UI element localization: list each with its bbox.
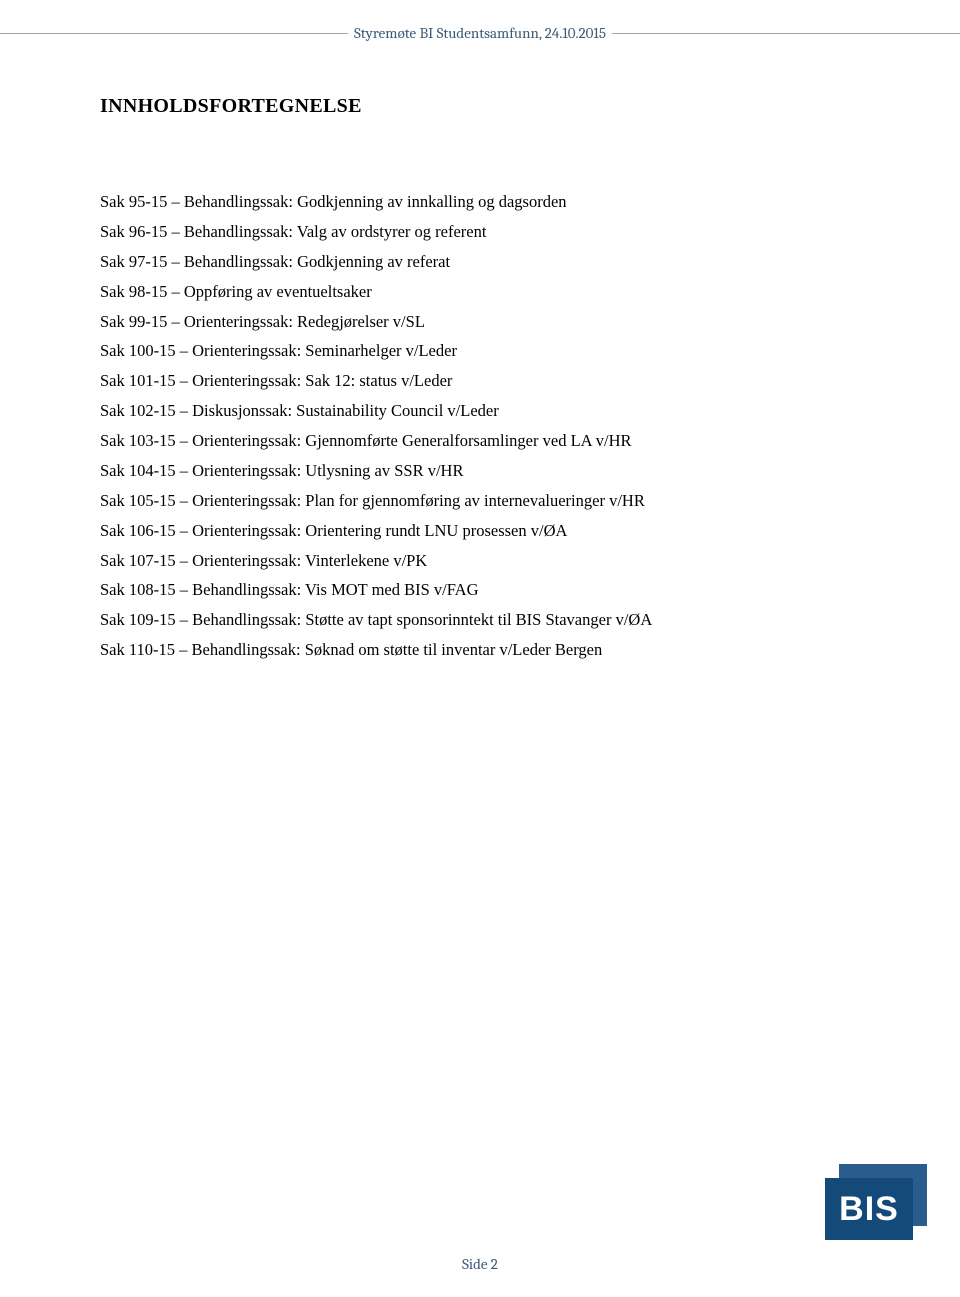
header-line-left: [0, 33, 348, 34]
logo-text: BIS: [839, 1190, 899, 1229]
toc-item: Sak 108-15 – Behandlingssak: Vis MOT med…: [100, 576, 860, 605]
toc-item: Sak 107-15 – Orienteringssak: Vinterleke…: [100, 547, 860, 576]
toc-item: Sak 101-15 – Orienteringssak: Sak 12: st…: [100, 367, 860, 396]
toc-item: Sak 104-15 – Orienteringssak: Utlysning …: [100, 457, 860, 486]
toc-item: Sak 98-15 – Oppføring av eventueltsaker: [100, 278, 860, 307]
toc-list: Sak 95-15 – Behandlingssak: Godkjenning …: [100, 188, 860, 665]
header-line-right: [612, 33, 960, 34]
toc-item: Sak 106-15 – Orienteringssak: Orienterin…: [100, 517, 860, 546]
toc-item: Sak 96-15 – Behandlingssak: Valg av ords…: [100, 218, 860, 247]
page-footer: Side 2: [0, 1255, 960, 1273]
toc-item: Sak 99-15 – Orienteringssak: Redegjørels…: [100, 308, 860, 337]
document-content: INNHOLDSFORTEGNELSE Sak 95-15 – Behandli…: [100, 95, 860, 666]
page-title: INNHOLDSFORTEGNELSE: [100, 95, 860, 118]
toc-item: Sak 95-15 – Behandlingssak: Godkjenning …: [100, 188, 860, 217]
toc-item: Sak 103-15 – Orienteringssak: Gjennomfør…: [100, 427, 860, 456]
page-header: Styremøte BI Studentsamfunn, 24.10.2015: [0, 24, 960, 42]
toc-item: Sak 110-15 – Behandlingssak: Søknad om s…: [100, 636, 860, 665]
header-text: Styremøte BI Studentsamfunn, 24.10.2015: [348, 24, 612, 42]
bis-logo: BIS: [825, 1164, 930, 1242]
toc-item: Sak 105-15 – Orienteringssak: Plan for g…: [100, 487, 860, 516]
toc-item: Sak 109-15 – Behandlingssak: Støtte av t…: [100, 606, 860, 635]
logo-front-rect: BIS: [825, 1178, 913, 1240]
toc-item: Sak 102-15 – Diskusjonssak: Sustainabili…: [100, 397, 860, 426]
toc-item: Sak 97-15 – Behandlingssak: Godkjenning …: [100, 248, 860, 277]
toc-item: Sak 100-15 – Orienteringssak: Seminarhel…: [100, 337, 860, 366]
